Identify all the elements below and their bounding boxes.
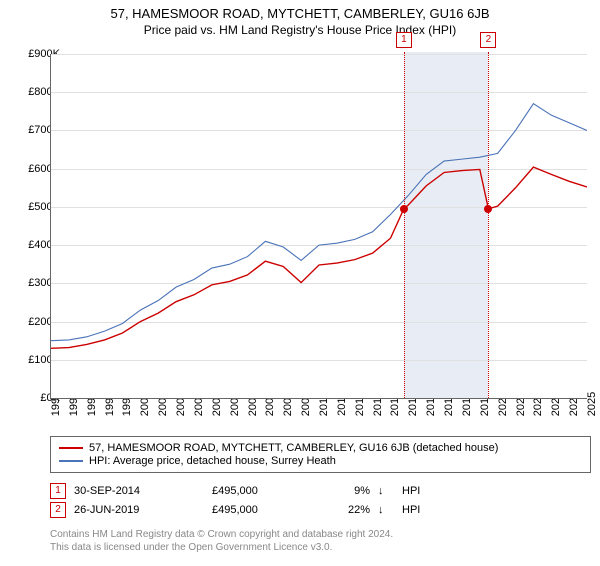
transactions-table: 1 30-SEP-2014 £495,000 9% ↓ HPI 2 26-JUN… bbox=[50, 480, 442, 521]
footer-attribution: Contains HM Land Registry data © Crown c… bbox=[50, 528, 393, 554]
transaction-date: 30-SEP-2014 bbox=[74, 485, 204, 497]
transaction-dot bbox=[400, 205, 408, 213]
series-line bbox=[51, 104, 587, 341]
chart-plot-area: 12 bbox=[50, 54, 587, 399]
transaction-marker-icon: 2 bbox=[50, 502, 66, 518]
transaction-price: £495,000 bbox=[212, 485, 312, 497]
transaction-price: £495,000 bbox=[212, 504, 312, 516]
transaction-marker-icon: 1 bbox=[396, 32, 412, 48]
legend-swatch bbox=[59, 447, 83, 449]
down-arrow-icon: ↓ bbox=[378, 504, 394, 516]
transaction-pct: 9% bbox=[320, 485, 370, 497]
transaction-row: 2 26-JUN-2019 £495,000 22% ↓ HPI bbox=[50, 502, 442, 518]
down-arrow-icon: ↓ bbox=[378, 485, 394, 497]
transaction-marker-icon: 2 bbox=[480, 32, 496, 48]
footer-line: This data is licensed under the Open Gov… bbox=[50, 541, 393, 554]
legend-swatch bbox=[59, 460, 83, 462]
legend-box: 57, HAMESMOOR ROAD, MYTCHETT, CAMBERLEY,… bbox=[50, 436, 591, 473]
transaction-dot bbox=[484, 205, 492, 213]
transaction-vline bbox=[404, 52, 405, 398]
transaction-row: 1 30-SEP-2014 £495,000 9% ↓ HPI bbox=[50, 483, 442, 499]
legend-label: HPI: Average price, detached house, Surr… bbox=[89, 455, 336, 467]
transaction-hpi-label: HPI bbox=[402, 504, 442, 516]
legend-label: 57, HAMESMOOR ROAD, MYTCHETT, CAMBERLEY,… bbox=[89, 442, 498, 454]
x-tick-label: 2025 bbox=[586, 392, 598, 416]
series-line bbox=[51, 167, 587, 348]
chart-subtitle: Price paid vs. HM Land Registry's House … bbox=[0, 23, 600, 37]
footer-line: Contains HM Land Registry data © Crown c… bbox=[50, 528, 393, 541]
legend-item: 57, HAMESMOOR ROAD, MYTCHETT, CAMBERLEY,… bbox=[59, 442, 582, 454]
transaction-hpi-label: HPI bbox=[402, 485, 442, 497]
chart-lines-svg bbox=[51, 54, 587, 398]
legend-item: HPI: Average price, detached house, Surr… bbox=[59, 455, 582, 467]
transaction-vline bbox=[488, 52, 489, 398]
transaction-marker-icon: 1 bbox=[50, 483, 66, 499]
chart-title: 57, HAMESMOOR ROAD, MYTCHETT, CAMBERLEY,… bbox=[0, 6, 600, 21]
transaction-pct: 22% bbox=[320, 504, 370, 516]
transaction-date: 26-JUN-2019 bbox=[74, 504, 204, 516]
